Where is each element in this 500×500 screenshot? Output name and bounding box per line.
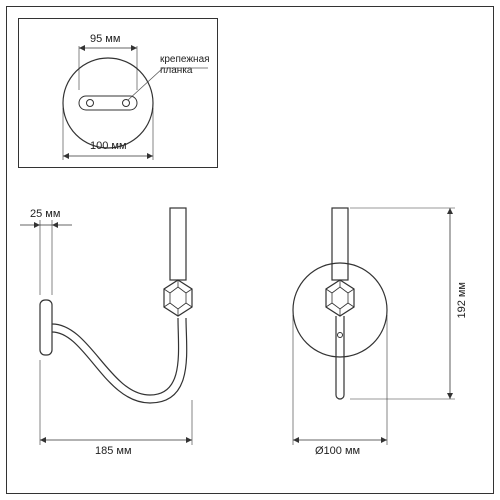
front-view-drawing <box>0 0 500 500</box>
front-dim-diameter: Ø100 мм <box>315 445 360 457</box>
front-dim-height: 192 мм <box>456 282 468 319</box>
